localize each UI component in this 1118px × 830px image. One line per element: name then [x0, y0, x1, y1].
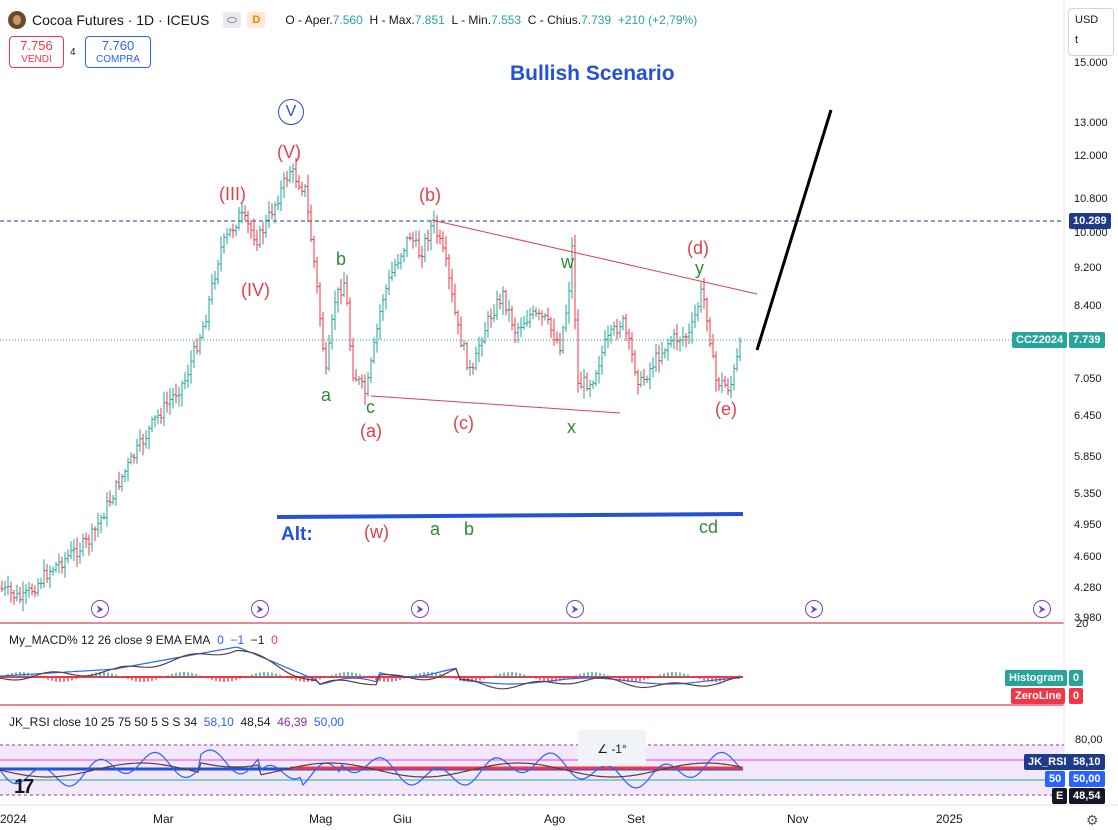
price-tick: 7.050 — [1074, 373, 1102, 385]
rsi-legend[interactable]: JK_RSI close 10 25 75 50 5 S S 34 58,10 … — [9, 715, 344, 729]
macd-scale-top: 20 — [1076, 618, 1089, 630]
level-price-tag: 10.289 — [1069, 213, 1111, 229]
e-value: 48,54 — [1069, 788, 1105, 804]
wave-label: b — [336, 249, 347, 269]
angle-measure[interactable]: ∠ -1° — [578, 730, 646, 766]
eye-icon[interactable] — [223, 12, 242, 28]
fifty-tag: 50 — [1045, 771, 1066, 787]
upper-trendline — [431, 219, 758, 295]
lower-trendline — [370, 395, 621, 414]
time-tick: Giu — [393, 812, 412, 826]
spread-value: 4 — [70, 47, 76, 58]
ohlc-readout: O - Aper.7.560 H - Max.7.851 L - Min.7.5… — [285, 13, 698, 27]
settings-gear-icon[interactable]: ⚙ — [1086, 812, 1099, 828]
time-tick: Set — [627, 812, 646, 826]
wave-label: (c) — [453, 413, 474, 433]
price-tick: 3.980 — [1074, 612, 1102, 624]
symbol-title: Cocoa Futures · 1D · ICEUS — [32, 12, 210, 28]
last-price-tag: 7.739 — [1069, 332, 1105, 348]
wave-label: (d) — [687, 238, 709, 258]
e-tag: E — [1052, 788, 1068, 804]
alt-wave-label: (w) — [364, 522, 389, 542]
price-tick: 8.400 — [1074, 300, 1102, 312]
alt-label: Alt: — [281, 524, 313, 545]
sell-button[interactable]: 7.756 VENDI — [9, 36, 64, 68]
currency-label[interactable]: USD — [1075, 14, 1099, 26]
macd-signal-line — [0, 649, 741, 690]
histogram-tag: Histogram — [1005, 670, 1068, 686]
price-tick: 4.950 — [1074, 519, 1102, 531]
jump-icon[interactable]: ⮞ — [251, 600, 269, 618]
time-tick: Nov — [787, 812, 809, 826]
price-tick: 5.350 — [1074, 488, 1102, 500]
tradingview-logo[interactable]: 17 — [14, 776, 34, 798]
price-tick: 9.200 — [1074, 262, 1102, 274]
rsi-line — [0, 749, 742, 789]
buy-button[interactable]: 7.760 COMPRA — [85, 36, 151, 68]
price-tick: 13.000 — [1074, 117, 1108, 129]
symbol-legend[interactable]: Cocoa Futures · 1D · ICEUS D O - Aper.7.… — [8, 11, 697, 29]
wave-label: a — [321, 385, 332, 405]
time-tick: 2025 — [936, 812, 963, 826]
alt-wave-label: a — [430, 519, 441, 539]
time-tick: Mar — [153, 812, 174, 826]
time-tick: Ago — [544, 812, 566, 826]
wave-label: (b) — [419, 185, 441, 205]
wave-label: y — [695, 258, 704, 278]
price-tick: 5.850 — [1074, 451, 1102, 463]
wave-label: (IV) — [241, 280, 270, 300]
angle-icon: ∠ — [597, 742, 608, 756]
rsi-scale-top: 80,00 — [1075, 734, 1103, 746]
jk-rsi-tag: JK_RSI — [1024, 754, 1071, 770]
price-tick: 4.600 — [1074, 551, 1102, 563]
macd-legend[interactable]: My_MACD% 12 26 close 9 EMA EMA 0 −1 −1 0 — [9, 633, 278, 647]
wave-label: (V) — [277, 142, 301, 162]
zeroline-value: 0 — [1069, 688, 1084, 704]
chart-title: Bullish Scenario — [510, 62, 675, 85]
delay-badge: D — [247, 12, 266, 28]
zeroline-tag: ZeroLine — [1011, 688, 1066, 704]
wave-label: c — [366, 397, 375, 417]
fifty-value: 50,00 — [1069, 771, 1105, 787]
time-tick: 2024 — [0, 812, 27, 826]
jump-icon[interactable]: ⮞ — [1033, 600, 1051, 618]
cocoa-icon — [8, 11, 26, 29]
price-tick: 12.000 — [1074, 150, 1108, 162]
price-tick: 10.000 — [1074, 227, 1108, 239]
jump-icon[interactable]: ⮞ — [411, 600, 429, 618]
rsi-signal-line — [0, 762, 742, 778]
alt-wave-label: cd — [699, 517, 719, 537]
time-tick: Mag — [309, 812, 333, 826]
jump-icon[interactable]: ⮞ — [805, 600, 823, 618]
wave-label: (e) — [715, 399, 737, 419]
histogram-value: 0 — [1069, 670, 1084, 686]
wave-label: (III) — [219, 184, 246, 204]
price-tick: 10.800 — [1074, 193, 1108, 205]
wave-label-circled-v: V — [278, 99, 304, 125]
unit-label[interactable]: t — [1075, 34, 1079, 46]
alt-wave-label: b — [464, 519, 475, 539]
projection-line — [755, 109, 833, 351]
price-tick: 4.280 — [1074, 582, 1102, 594]
wave-label: w — [561, 252, 574, 272]
jk-rsi-value: 58,10 — [1069, 754, 1105, 770]
jump-icon[interactable]: ⮞ — [91, 600, 109, 618]
alt-support-line — [276, 512, 744, 519]
wave-label: x — [567, 417, 576, 437]
price-tick: 15.000 — [1074, 57, 1108, 69]
currency-selector[interactable]: USD t — [1068, 8, 1114, 56]
price-tick: 6.450 — [1074, 410, 1102, 422]
jump-icon[interactable]: ⮞ — [566, 600, 584, 618]
wave-label: (a) — [360, 421, 382, 441]
symbol-tag: CCZ2024 — [1012, 332, 1068, 348]
